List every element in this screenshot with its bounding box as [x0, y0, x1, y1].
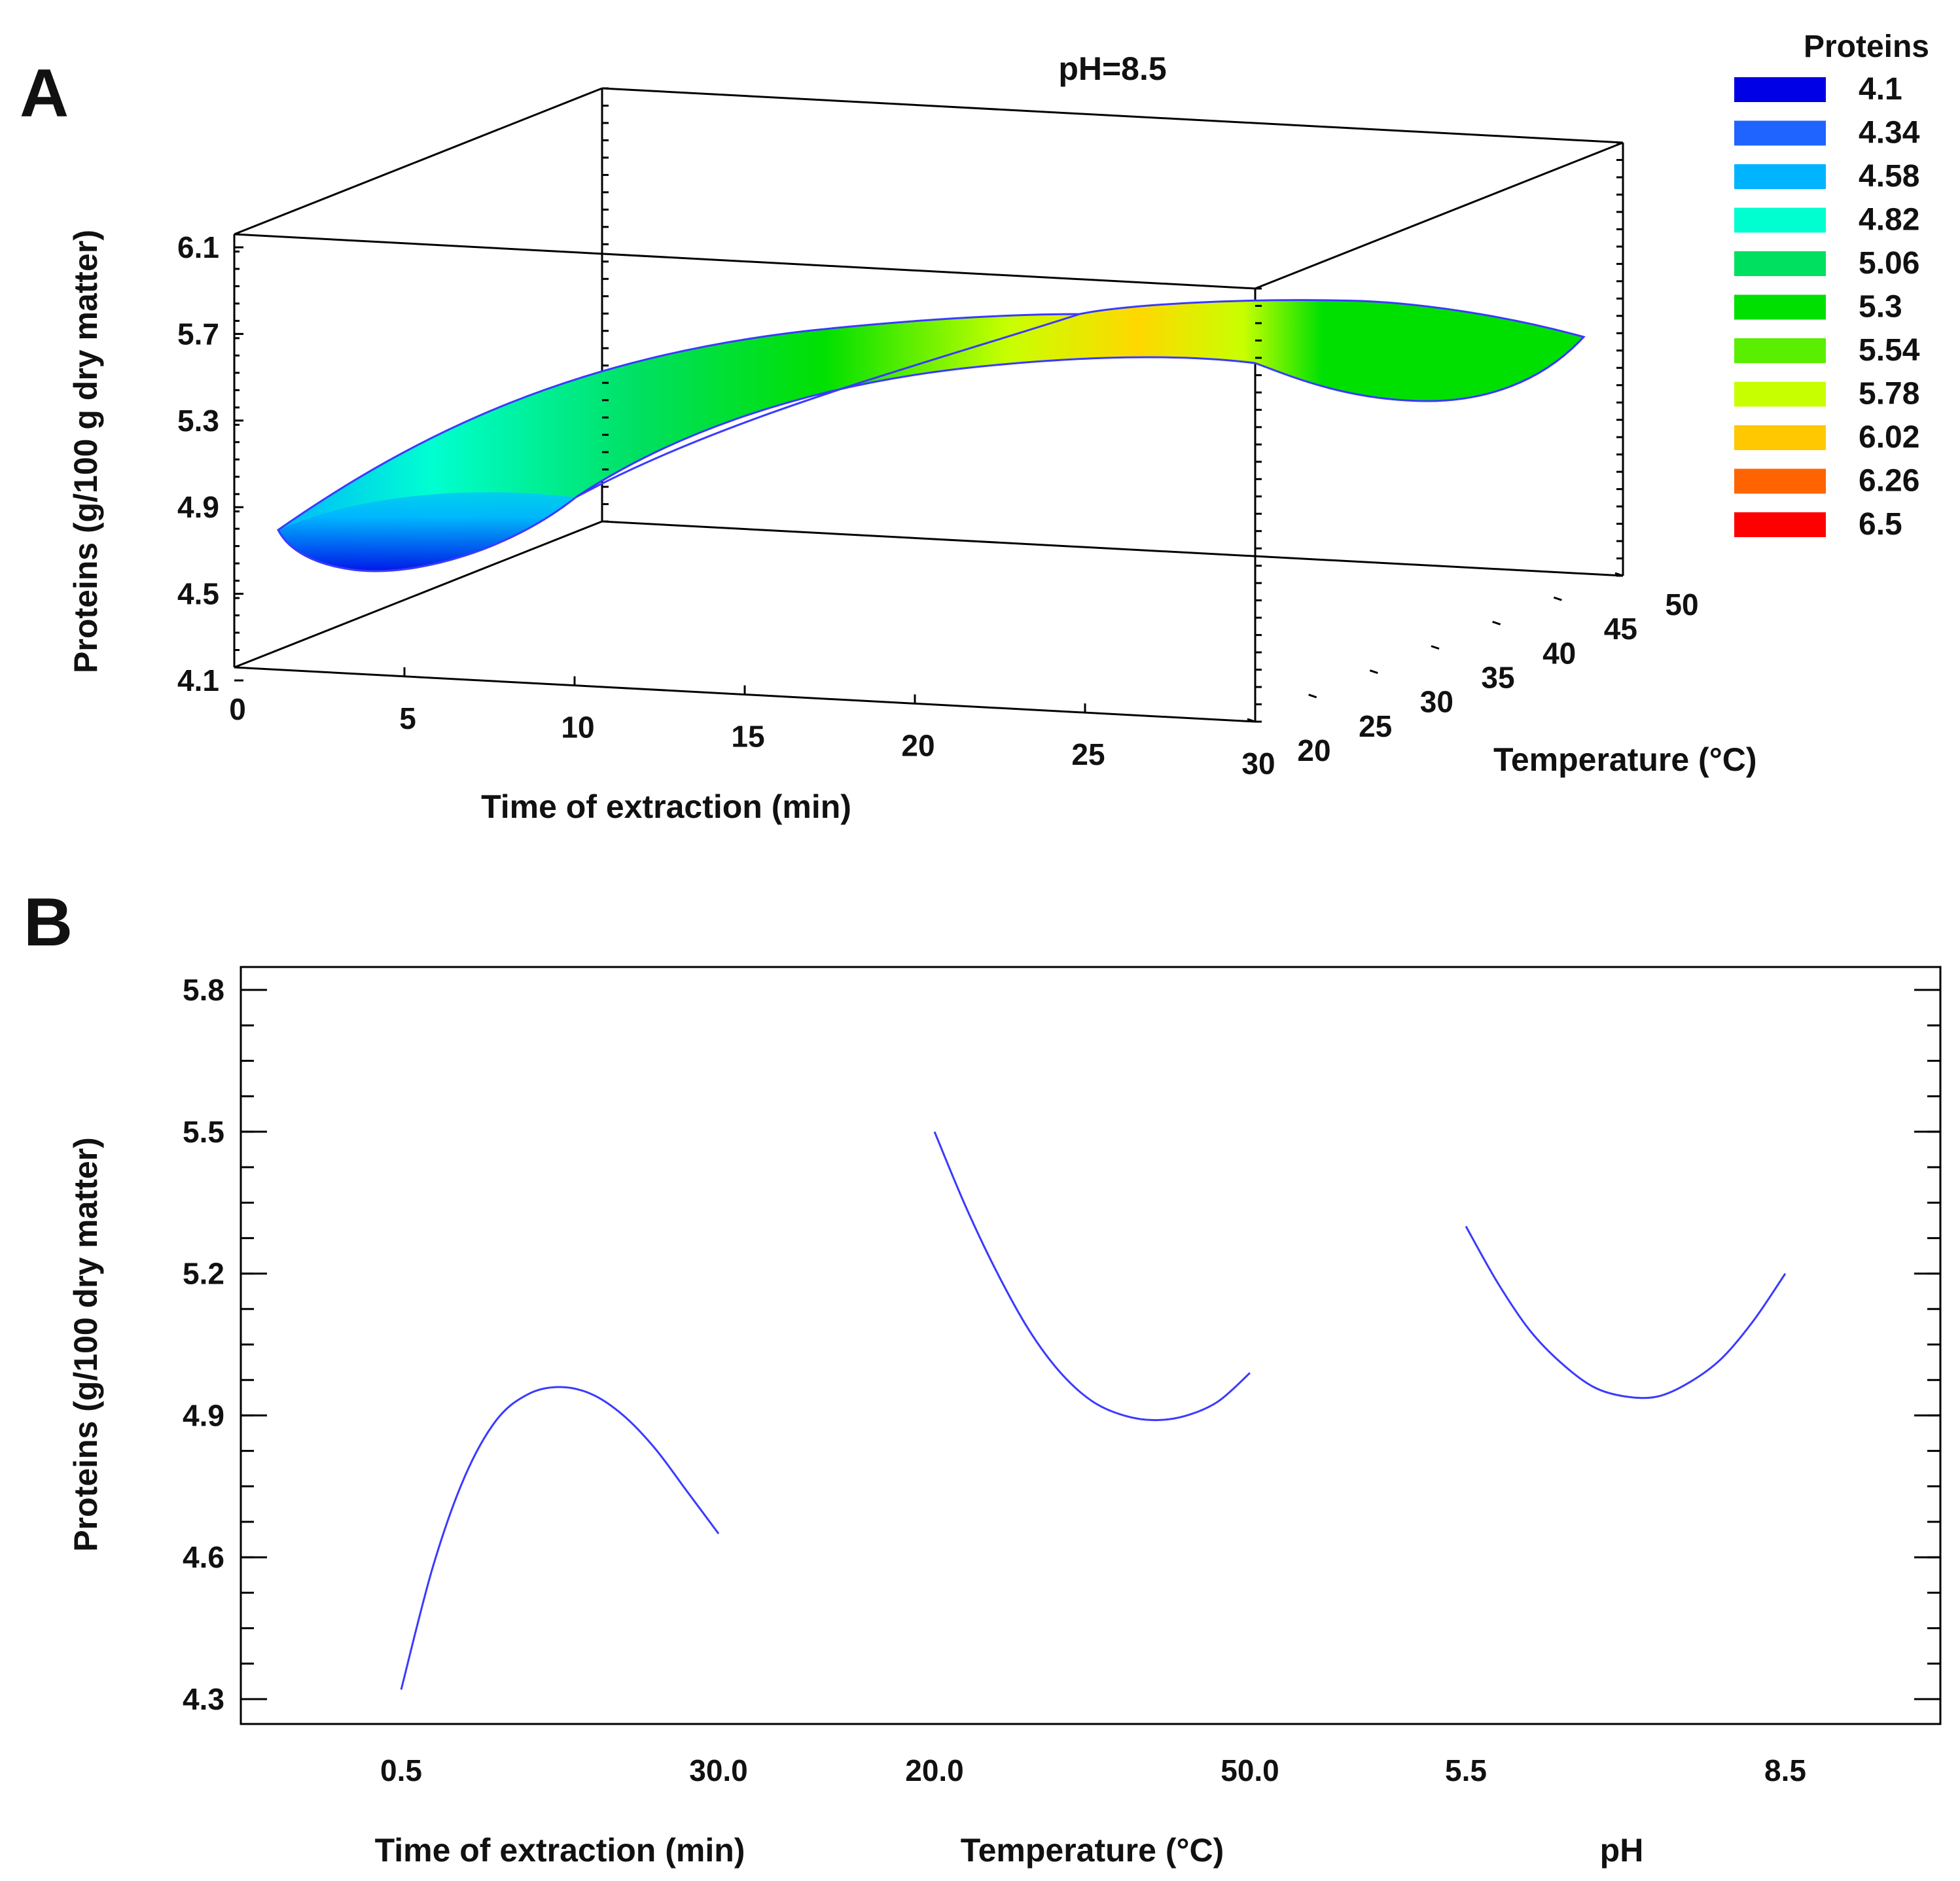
legend-swatch — [1734, 338, 1826, 363]
y-tick-label: 5.8 — [183, 973, 224, 1007]
y-tick-mark — [1614, 572, 1624, 577]
y-tick-labels: 5.8 5.5 5.2 4.9 4.6 4.3 — [183, 973, 224, 1716]
legend-value: 4.82 — [1859, 203, 1919, 237]
y-tick-label: 4.3 — [183, 1682, 224, 1716]
z-tick-label: 6.1 — [177, 230, 219, 264]
legend-swatch — [1734, 207, 1826, 233]
y-tick-label: 5.2 — [183, 1257, 224, 1291]
x-range-start-label: 5.5 — [1445, 1753, 1487, 1787]
z-tick-label: 4.5 — [177, 577, 219, 611]
x-range-end-label: 50.0 — [1221, 1753, 1279, 1787]
y-tick-mark — [1369, 669, 1378, 675]
tick-marks — [233, 87, 1624, 723]
panel-b-label: B — [24, 885, 73, 960]
legend-value: 6.5 — [1859, 507, 1902, 542]
x-tick-label: 30 — [1241, 747, 1275, 781]
x-range-end-label: 30.0 — [689, 1753, 748, 1787]
plot-title: pH=8.5 — [1058, 50, 1166, 87]
legend-swatch — [1734, 468, 1826, 494]
y-tick-label: 4.6 — [183, 1540, 224, 1574]
legend-value: 4.1 — [1859, 72, 1902, 107]
y-tick-labels: 20 25 30 35 40 45 50 — [1297, 588, 1698, 767]
legend-swatch — [1734, 77, 1826, 102]
legend-value: 6.02 — [1859, 420, 1919, 455]
legend-swatch — [1734, 251, 1826, 276]
x-range-end-label: 8.5 — [1764, 1753, 1806, 1787]
panel-a-label: A — [20, 56, 69, 132]
y-tick-label: 35 — [1481, 661, 1514, 695]
effect-curve — [1465, 1225, 1787, 1399]
tick-marks — [241, 989, 1940, 1700]
x-tick-label: 5 — [399, 701, 416, 735]
y-tick-mark — [1553, 596, 1562, 601]
legend-swatch — [1734, 294, 1826, 320]
x-tick-label: 10 — [561, 711, 594, 745]
z-tick-label: 5.7 — [177, 317, 219, 351]
legend-value: 5.78 — [1859, 377, 1919, 412]
effect-curves — [400, 1131, 1787, 1690]
y-tick-label: 30 — [1420, 685, 1453, 719]
factor-title: pH — [1600, 1832, 1644, 1869]
x-axis-title: Time of extraction (min) — [481, 788, 851, 825]
z-tick-label: 4.1 — [177, 663, 219, 697]
x-tick-label: 25 — [1071, 737, 1105, 771]
legend-swatch — [1734, 425, 1826, 450]
y-axis-title: Temperature (°C) — [1493, 741, 1756, 778]
legend-value: 5.54 — [1859, 333, 1920, 368]
y-tick-label: 40 — [1542, 636, 1576, 670]
legend-swatch — [1734, 120, 1826, 146]
factor-title: Temperature (°C) — [961, 1832, 1224, 1869]
x-tick-label: 15 — [731, 720, 764, 754]
z-axis-title: Proteins (g/100 g dry matter) — [67, 230, 104, 673]
legend-value: 4.58 — [1859, 159, 1919, 194]
x-tick-labels: 0 5 10 15 20 25 30 — [229, 692, 1275, 781]
y-tick-label: 50 — [1665, 588, 1698, 622]
y-tick-mark — [1247, 718, 1256, 723]
y-tick-label: 45 — [1604, 612, 1637, 646]
legend: Proteins 4.1 4.34 4.58 4.82 5.06 5.3 5.54 5.78 6… — [1734, 29, 1929, 542]
x-tick-label: 0 — [229, 692, 246, 726]
legend-swatch — [1734, 164, 1826, 189]
y-tick-label: 20 — [1297, 733, 1330, 767]
x-tick-label: 20 — [901, 728, 935, 762]
z-tick-labels: 6.1 5.7 5.3 4.9 4.5 4.1 — [177, 230, 219, 697]
x-tick-labels: 0.5 30.0 Time of extraction (min) 20.0 50.0 T… — [375, 1753, 1806, 1869]
x-range-start-label: 0.5 — [380, 1753, 422, 1787]
plot-frame — [240, 966, 1942, 1725]
legend-value: 5.3 — [1859, 290, 1902, 325]
y-tick-mark — [1431, 645, 1440, 650]
x-range-start-label: 20.0 — [905, 1753, 964, 1787]
legend-swatch — [1734, 381, 1826, 407]
effect-curve — [400, 1386, 720, 1690]
z-tick-label: 5.3 — [177, 404, 219, 438]
effect-curve — [933, 1131, 1251, 1422]
legend-title: Proteins — [1804, 29, 1929, 64]
y-axis-title: Proteins (g/100 dry matter) — [67, 1137, 104, 1552]
legend-swatch — [1734, 512, 1826, 537]
surface-plot: 6.1 5.7 5.3 4.9 4.5 4.1 0 5 10 15 20 25 30 20 25 30 35… — [67, 29, 1929, 825]
y-tick-label: 4.9 — [183, 1398, 224, 1432]
main-effects-plot: 5.8 5.5 5.2 4.9 4.6 4.3 0.5 30.0 Time of extrac… — [67, 966, 1942, 1869]
legend-value: 4.34 — [1859, 116, 1920, 150]
y-tick-label: 25 — [1359, 709, 1392, 743]
legend-value: 5.06 — [1859, 246, 1919, 281]
response-surface — [277, 299, 1586, 572]
box-frame — [234, 87, 1624, 722]
z-tick-label: 4.9 — [177, 490, 219, 524]
y-tick-label: 5.5 — [183, 1115, 224, 1149]
factor-title: Time of extraction (min) — [375, 1832, 745, 1869]
y-tick-mark — [1308, 694, 1317, 699]
y-tick-mark — [1492, 620, 1501, 625]
legend-value: 6.26 — [1859, 464, 1919, 499]
